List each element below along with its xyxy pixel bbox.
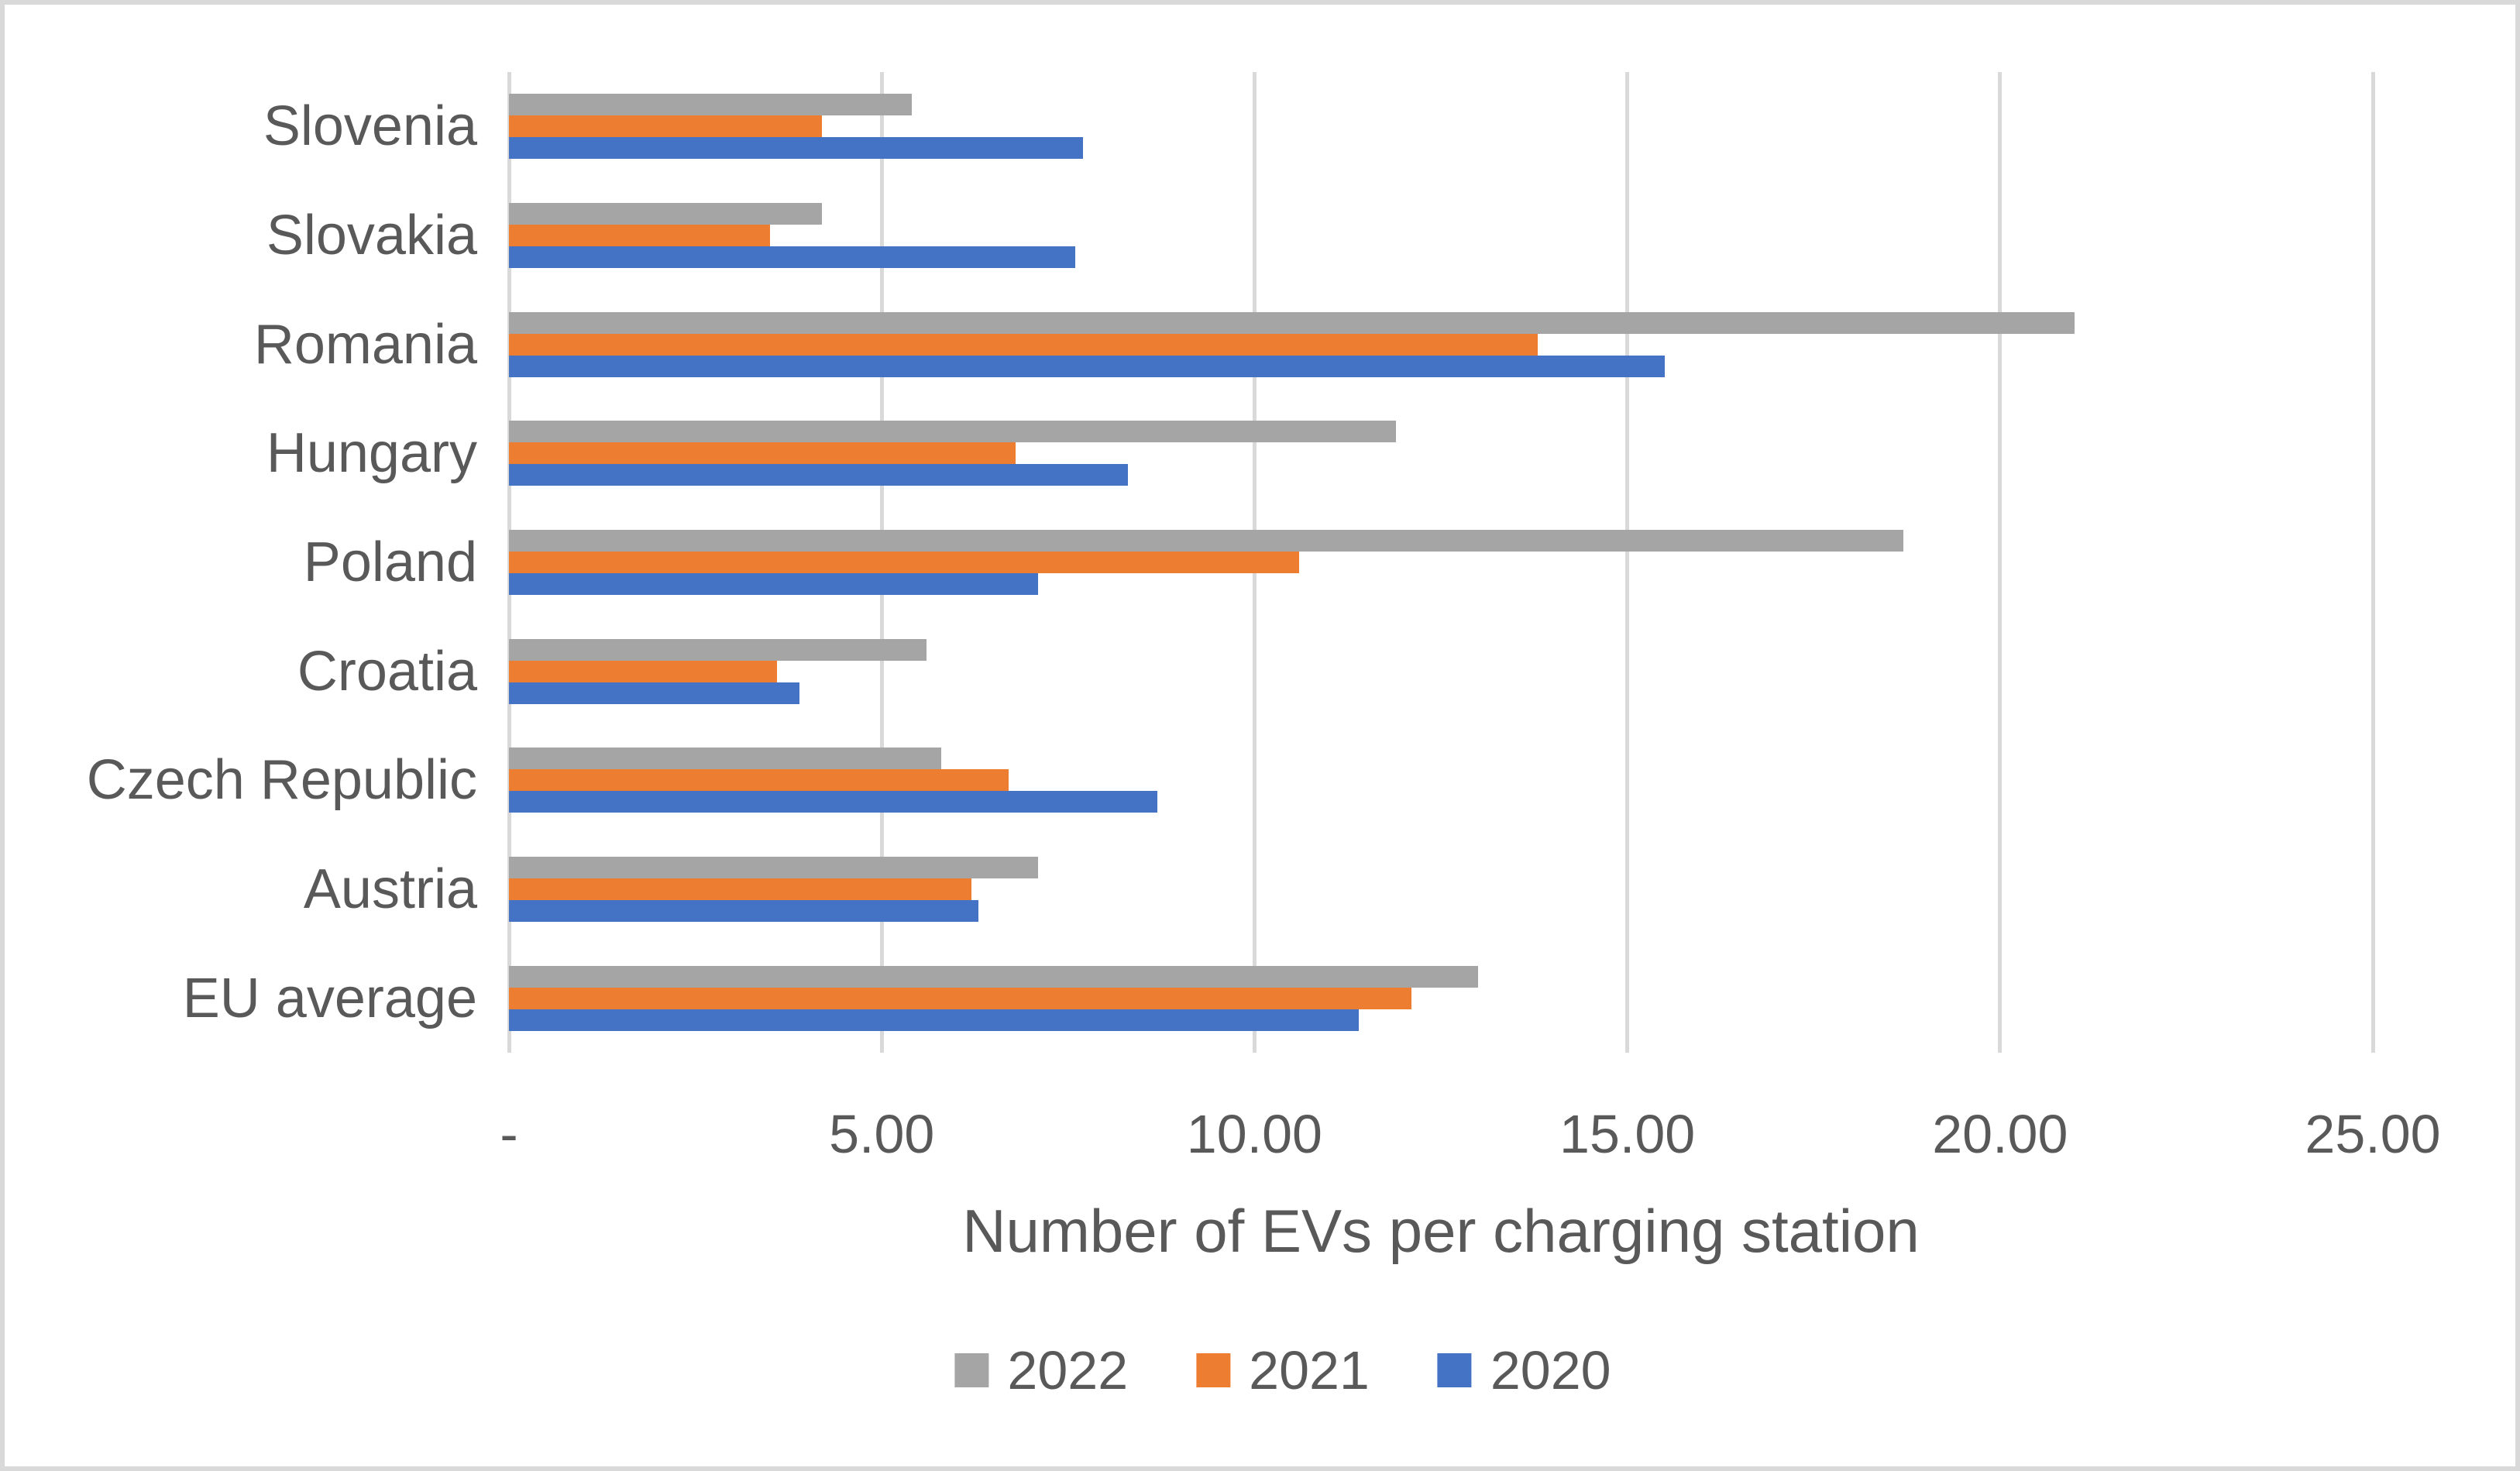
bar-slovenia-2021 bbox=[509, 115, 823, 138]
x-tick-20_00: 20.00 bbox=[1932, 1104, 2068, 1164]
bar-group-slovenia bbox=[509, 72, 2373, 181]
bar-eu-average-2021 bbox=[509, 987, 1411, 1009]
bar-croatia-2020 bbox=[509, 682, 800, 704]
bar-croatia-2021 bbox=[509, 660, 778, 682]
bar-romania-2021 bbox=[509, 333, 1538, 356]
x-tick-15_00: 15.00 bbox=[1559, 1104, 1696, 1164]
category-label-slovakia: Slovakia bbox=[266, 204, 477, 266]
bar-poland-2022 bbox=[509, 529, 1903, 552]
plot-area bbox=[507, 72, 2375, 1053]
bar-hungary-2020 bbox=[509, 464, 1128, 486]
category-label-czech-republic: Czech Republic bbox=[86, 749, 477, 812]
bar-poland-2020 bbox=[509, 572, 1039, 595]
bar-group-czech-republic bbox=[509, 726, 2373, 835]
x-tick-10_00: 10.00 bbox=[1186, 1104, 1322, 1164]
bar-group-eu-average bbox=[509, 943, 2373, 1053]
category-label-croatia: Croatia bbox=[297, 640, 477, 703]
legend-item-2021: 2021 bbox=[1196, 1343, 1370, 1397]
x-axis-title: Number of EVs per charging station bbox=[962, 1197, 1920, 1265]
category-label-slovenia: Slovenia bbox=[263, 95, 477, 158]
bar-slovakia-2022 bbox=[509, 202, 823, 225]
bar-eu-average-2020 bbox=[509, 1009, 1360, 1031]
bar-austria-2021 bbox=[509, 878, 971, 900]
x-tick-25_00: 25.00 bbox=[2305, 1104, 2441, 1164]
bar-poland-2021 bbox=[509, 551, 1300, 573]
gridline-15 bbox=[1625, 72, 1630, 1053]
bar-romania-2022 bbox=[509, 311, 2075, 334]
category-label-eu-average: EU average bbox=[182, 967, 477, 1029]
bar-slovenia-2020 bbox=[509, 137, 1084, 160]
bar-hungary-2022 bbox=[509, 421, 1397, 443]
bar-slovakia-2020 bbox=[509, 246, 1076, 268]
bar-austria-2022 bbox=[509, 856, 1039, 878]
legend-marker-2022 bbox=[954, 1353, 989, 1387]
bar-austria-2020 bbox=[509, 899, 979, 922]
legend-label-2020: 2020 bbox=[1490, 1340, 1611, 1401]
bar-romania-2020 bbox=[509, 355, 1665, 377]
category-label-poland: Poland bbox=[303, 531, 477, 593]
bar-czech-republic-2021 bbox=[509, 769, 1009, 792]
legend-marker-2021 bbox=[1196, 1353, 1231, 1387]
bar-slovakia-2021 bbox=[509, 224, 770, 246]
bar-group-romania bbox=[509, 290, 2373, 399]
bar-czech-republic-2022 bbox=[509, 748, 942, 770]
legend-marker-2020 bbox=[1437, 1353, 1472, 1387]
legend-item-2022: 2022 bbox=[954, 1343, 1128, 1397]
category-label-romania: Romania bbox=[253, 313, 477, 376]
bar-group-austria bbox=[509, 835, 2373, 944]
bar-slovenia-2022 bbox=[509, 94, 912, 116]
legend-label-2021: 2021 bbox=[1249, 1340, 1370, 1401]
x-tick-5_00: 5.00 bbox=[829, 1104, 935, 1164]
bar-group-croatia bbox=[509, 617, 2373, 726]
bar-eu-average-2022 bbox=[509, 965, 1479, 988]
bar-hungary-2021 bbox=[509, 442, 1016, 465]
gridline-20 bbox=[1998, 72, 2003, 1053]
legend: 2022 2021 2020 bbox=[954, 1343, 1611, 1397]
legend-item-2020: 2020 bbox=[1437, 1340, 1611, 1401]
bar-czech-republic-2020 bbox=[509, 791, 1158, 813]
bar-group-poland bbox=[509, 508, 2373, 617]
bar-group-hungary bbox=[509, 399, 2373, 508]
bar-croatia-2022 bbox=[509, 638, 927, 661]
x-tick--: - bbox=[500, 1104, 518, 1164]
category-label-austria: Austria bbox=[303, 858, 477, 920]
bar-group-slovakia bbox=[509, 181, 2373, 290]
category-label-hungary: Hungary bbox=[266, 422, 477, 485]
legend-label-2022: 2022 bbox=[1007, 1340, 1129, 1401]
gridline-25 bbox=[2370, 72, 2375, 1053]
